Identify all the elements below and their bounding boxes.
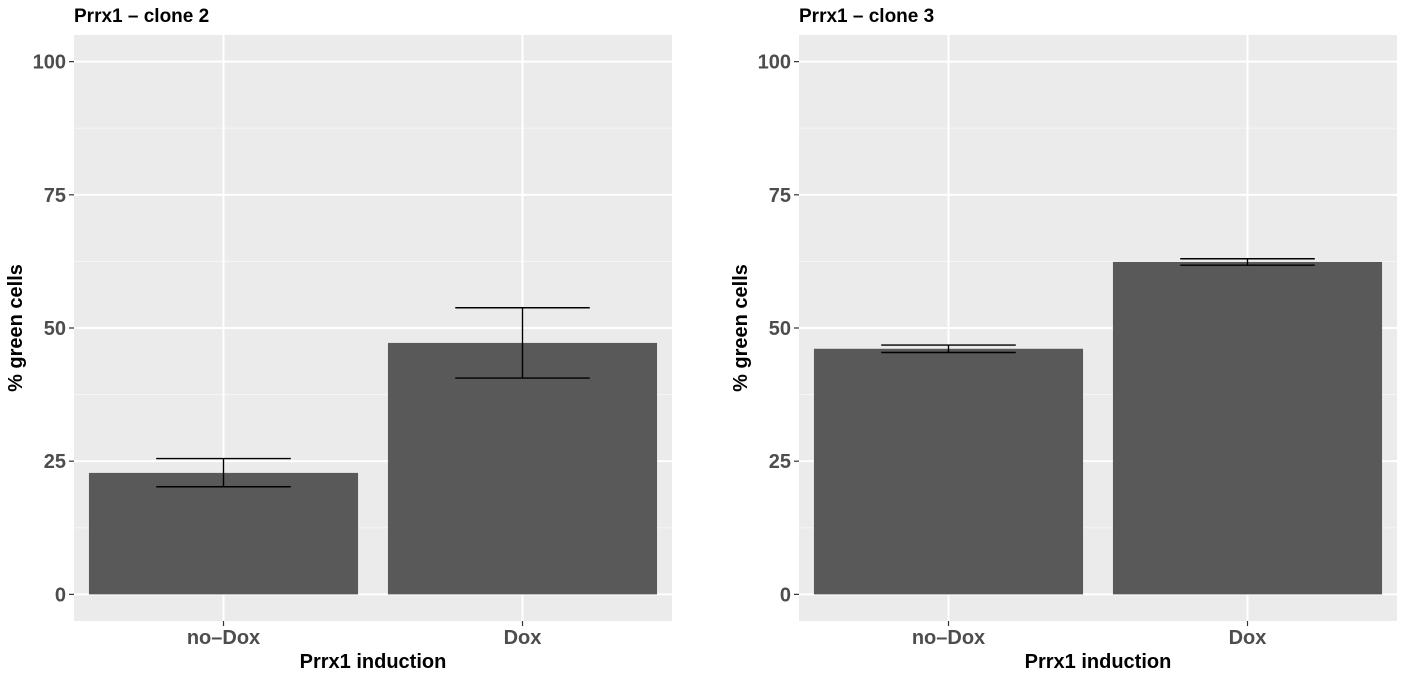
chart-title: Prrx1 – clone 2 [74,6,209,27]
bar-dox [387,342,658,595]
x-axis-title: Prrx1 induction [1025,651,1172,673]
y-tick-label: 0 [780,584,791,606]
bar-no-dox [88,472,359,595]
y-axis-ticks: 0 25 50 75 100 [758,52,799,606]
y-axis-ticks: 0 25 50 75 100 [33,52,74,606]
chart-panel-clone-2: Prrx1 – clone 2 0 25 50 75 100 no–Dox Dox Prr… [5,6,672,673]
y-tick-label: 50 [769,318,791,340]
y-tick-label: 100 [33,52,66,74]
error-bars [881,258,1315,354]
bar-dox [1112,261,1383,595]
x-tick-label: no–Dox [912,627,985,649]
bars [88,342,658,595]
x-axis-ticks: no–Dox Dox [187,621,542,649]
bar-no-dox [813,348,1084,595]
y-tick-label: 50 [44,318,66,340]
error-bar [156,457,291,488]
error-bars [156,307,590,488]
y-axis-title: % green cells [5,264,27,392]
chart-title: Prrx1 – clone 3 [799,6,934,27]
error-bar [1180,258,1315,266]
x-tick-label: Dox [504,627,542,649]
x-tick-label: Dox [1229,627,1267,649]
error-bar [881,344,1016,354]
x-tick-label: no–Dox [187,627,260,649]
y-tick-label: 25 [44,451,66,473]
bars [813,261,1383,595]
y-tick-label: 0 [55,584,66,606]
y-axis-title: % green cells [730,264,752,392]
chart-panel-clone-3: Prrx1 – clone 3 0 25 50 75 100 no–Dox Dox Prr… [730,6,1397,673]
y-tick-label: 75 [769,185,791,207]
y-tick-label: 100 [758,52,791,74]
x-axis-title: Prrx1 induction [300,651,447,673]
error-bar [455,307,590,379]
y-tick-label: 25 [769,451,791,473]
y-tick-label: 75 [44,185,66,207]
x-axis-ticks: no–Dox Dox [912,621,1267,649]
